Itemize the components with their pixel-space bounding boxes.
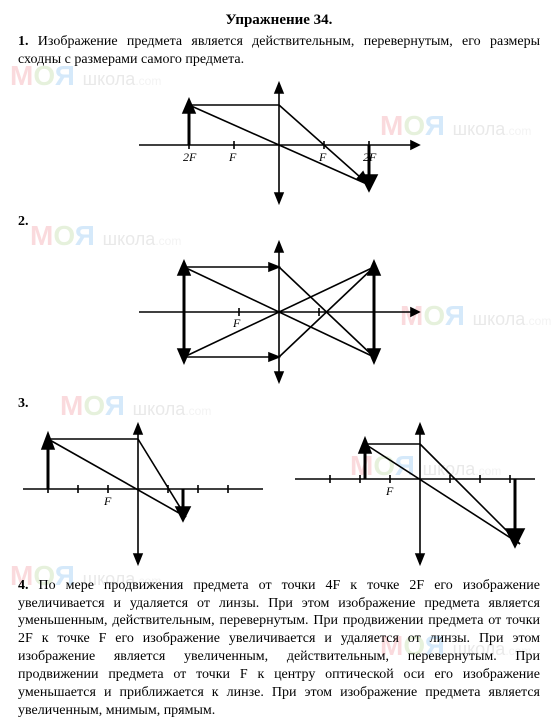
label-F-3b: F — [385, 484, 394, 498]
label-2F-left: 2F — [183, 150, 197, 164]
p4-text: По мере продвижения предмета от точки 4F… — [18, 578, 540, 718]
label-2F-right: 2F — [363, 150, 377, 164]
diagram-1: 2F F F 2F — [129, 75, 429, 205]
diagram-2: F — [129, 237, 429, 387]
label-F-3a: F — [103, 494, 112, 508]
paragraph-4: 4. По мере продвижения предмета от точки… — [18, 577, 540, 720]
paragraph-3: 3. — [18, 395, 540, 413]
exercise-title: Упражнение 34. — [18, 12, 540, 29]
label-F-left: F — [228, 150, 237, 164]
p1-number: 1. — [18, 34, 29, 49]
diagram-3-row: F — [18, 419, 540, 569]
p4-number: 4. — [18, 578, 29, 593]
diagram-3b: F — [290, 419, 540, 569]
p1-text: Изображение предмета является действител… — [18, 34, 540, 67]
p3-number: 3. — [18, 396, 29, 411]
paragraph-2: 2. — [18, 213, 540, 231]
diagram-3a: F — [18, 419, 268, 569]
p2-number: 2. — [18, 214, 29, 229]
label-F-d2: F — [232, 316, 241, 330]
paragraph-1: 1. Изображение предмета является действи… — [18, 33, 540, 69]
label-F-right: F — [318, 150, 327, 164]
